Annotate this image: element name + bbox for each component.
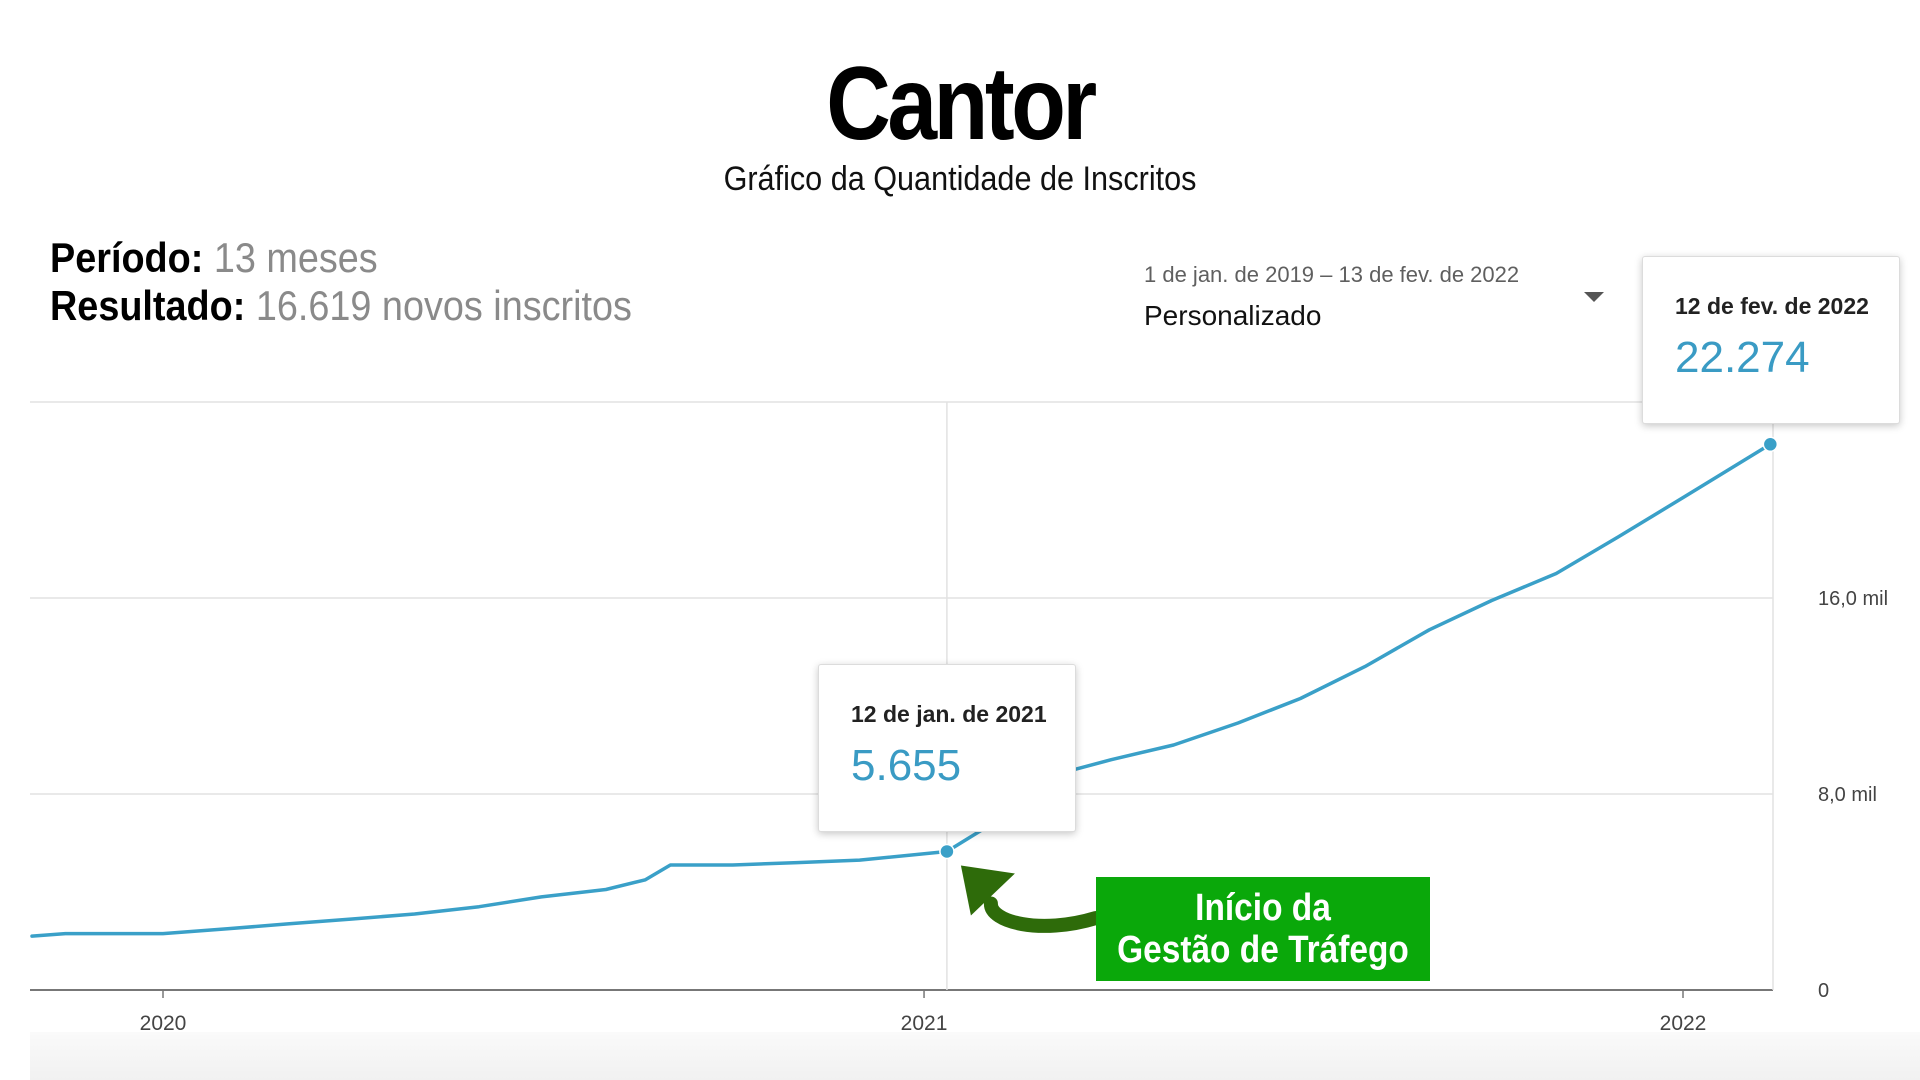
- result-label: Resultado:: [50, 282, 246, 329]
- series-line: [30, 442, 1773, 938]
- y-tick-label: 0: [1818, 980, 1829, 1002]
- date-range-dates: 1 de jan. de 2019 – 13 de fev. de 2022: [1144, 262, 1520, 287]
- x-tick-label: 2021: [901, 1012, 948, 1035]
- date-range-selector[interactable]: 1 de jan. de 2019 – 13 de fev. de 2022 P…: [1144, 262, 1614, 332]
- page-subtitle: Gráfico da Quantidade de Inscritos: [723, 160, 1197, 198]
- page-title: Cantor: [826, 46, 1097, 162]
- callout-arrow-head: [960, 865, 1015, 916]
- highlight-point-1: [1762, 436, 1779, 453]
- chart-footer-band: [30, 1032, 1920, 1080]
- x-tick-label: 2020: [140, 1012, 187, 1035]
- period-value: 13 meses: [213, 234, 378, 281]
- tooltip-start-date: 12 de jan. de 2021: [851, 701, 1047, 727]
- callout-arrow-shaft: [983, 896, 1103, 933]
- y-tick-label: 8,0 mil: [1818, 784, 1877, 806]
- stats-panel: Período: 13 meses Resultado: 16.619 novo…: [50, 234, 697, 330]
- result-line: Resultado: 16.619 novos inscritos: [50, 282, 632, 330]
- period-label: Período:: [50, 234, 204, 281]
- tooltip-latest: 12 de fev. de 2022 22.274: [1642, 256, 1900, 424]
- result-value: 16.619 novos inscritos: [255, 282, 632, 329]
- tooltip-start-traffic: 12 de jan. de 2021 5.655: [818, 664, 1076, 832]
- tooltip-latest-value: 22.274: [1675, 333, 1810, 382]
- date-range-preset: Personalizado: [1144, 300, 1322, 331]
- traffic-start-callout: Início da Gestão de Tráfego: [1096, 877, 1430, 981]
- callout-line-1: Início da: [1195, 887, 1331, 929]
- y-tick-label: 16,0 mil: [1818, 588, 1888, 610]
- chevron-down-icon[interactable]: [1584, 292, 1604, 302]
- x-tick-label: 2022: [1660, 1012, 1707, 1035]
- highlight-point-0: [939, 843, 955, 860]
- tooltip-latest-date: 12 de fev. de 2022: [1675, 293, 1869, 319]
- period-line: Período: 13 meses: [50, 234, 632, 282]
- callout-line-2: Gestão de Tráfego: [1117, 929, 1409, 971]
- tooltip-start-value: 5.655: [851, 741, 962, 790]
